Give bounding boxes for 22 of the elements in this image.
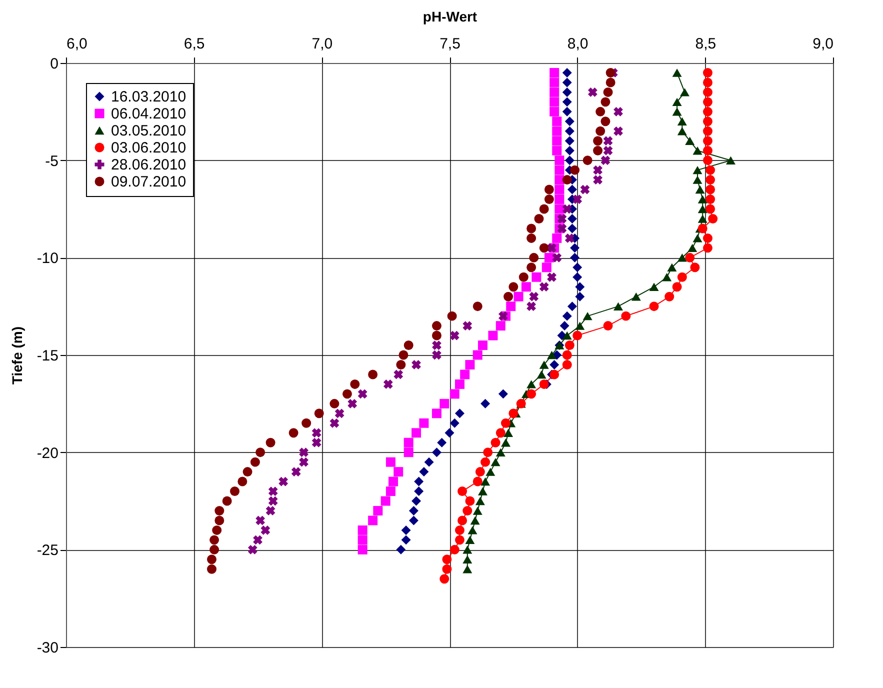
x-tick-label: 8,0 bbox=[567, 36, 588, 52]
y-tick-label: -5 bbox=[45, 152, 58, 170]
legend-label: 06.04.2010 bbox=[111, 106, 186, 122]
legend-label: 16.03.2010 bbox=[111, 88, 186, 106]
legend-label: 03.06.2010 bbox=[111, 140, 186, 156]
y-axis-title: Tiefe (m) bbox=[8, 326, 25, 385]
y-tick-label: -15 bbox=[36, 348, 58, 364]
legend-label: 09.07.2010 bbox=[111, 174, 186, 190]
x-axis-title: pH-Wert bbox=[422, 8, 478, 24]
x-tick-label: 7,0 bbox=[312, 36, 333, 52]
y-tick-label: -30 bbox=[36, 640, 58, 656]
x-tick-label: 6,5 bbox=[184, 36, 205, 52]
y-tick-label: -25 bbox=[36, 542, 58, 560]
y-tick-label: 0 bbox=[50, 56, 58, 72]
x-tick-label: 8,5 bbox=[695, 36, 716, 52]
y-tick-label: -20 bbox=[36, 444, 58, 462]
x-tick-label: 6,0 bbox=[66, 36, 88, 52]
legend-label: 28.06.2010 bbox=[111, 156, 186, 174]
legend-label: 03.05.2010 bbox=[111, 122, 186, 140]
y-tick-label: -10 bbox=[36, 250, 58, 268]
x-tick-label: 7,5 bbox=[440, 36, 460, 52]
x-tick-label: 9,0 bbox=[812, 36, 834, 52]
